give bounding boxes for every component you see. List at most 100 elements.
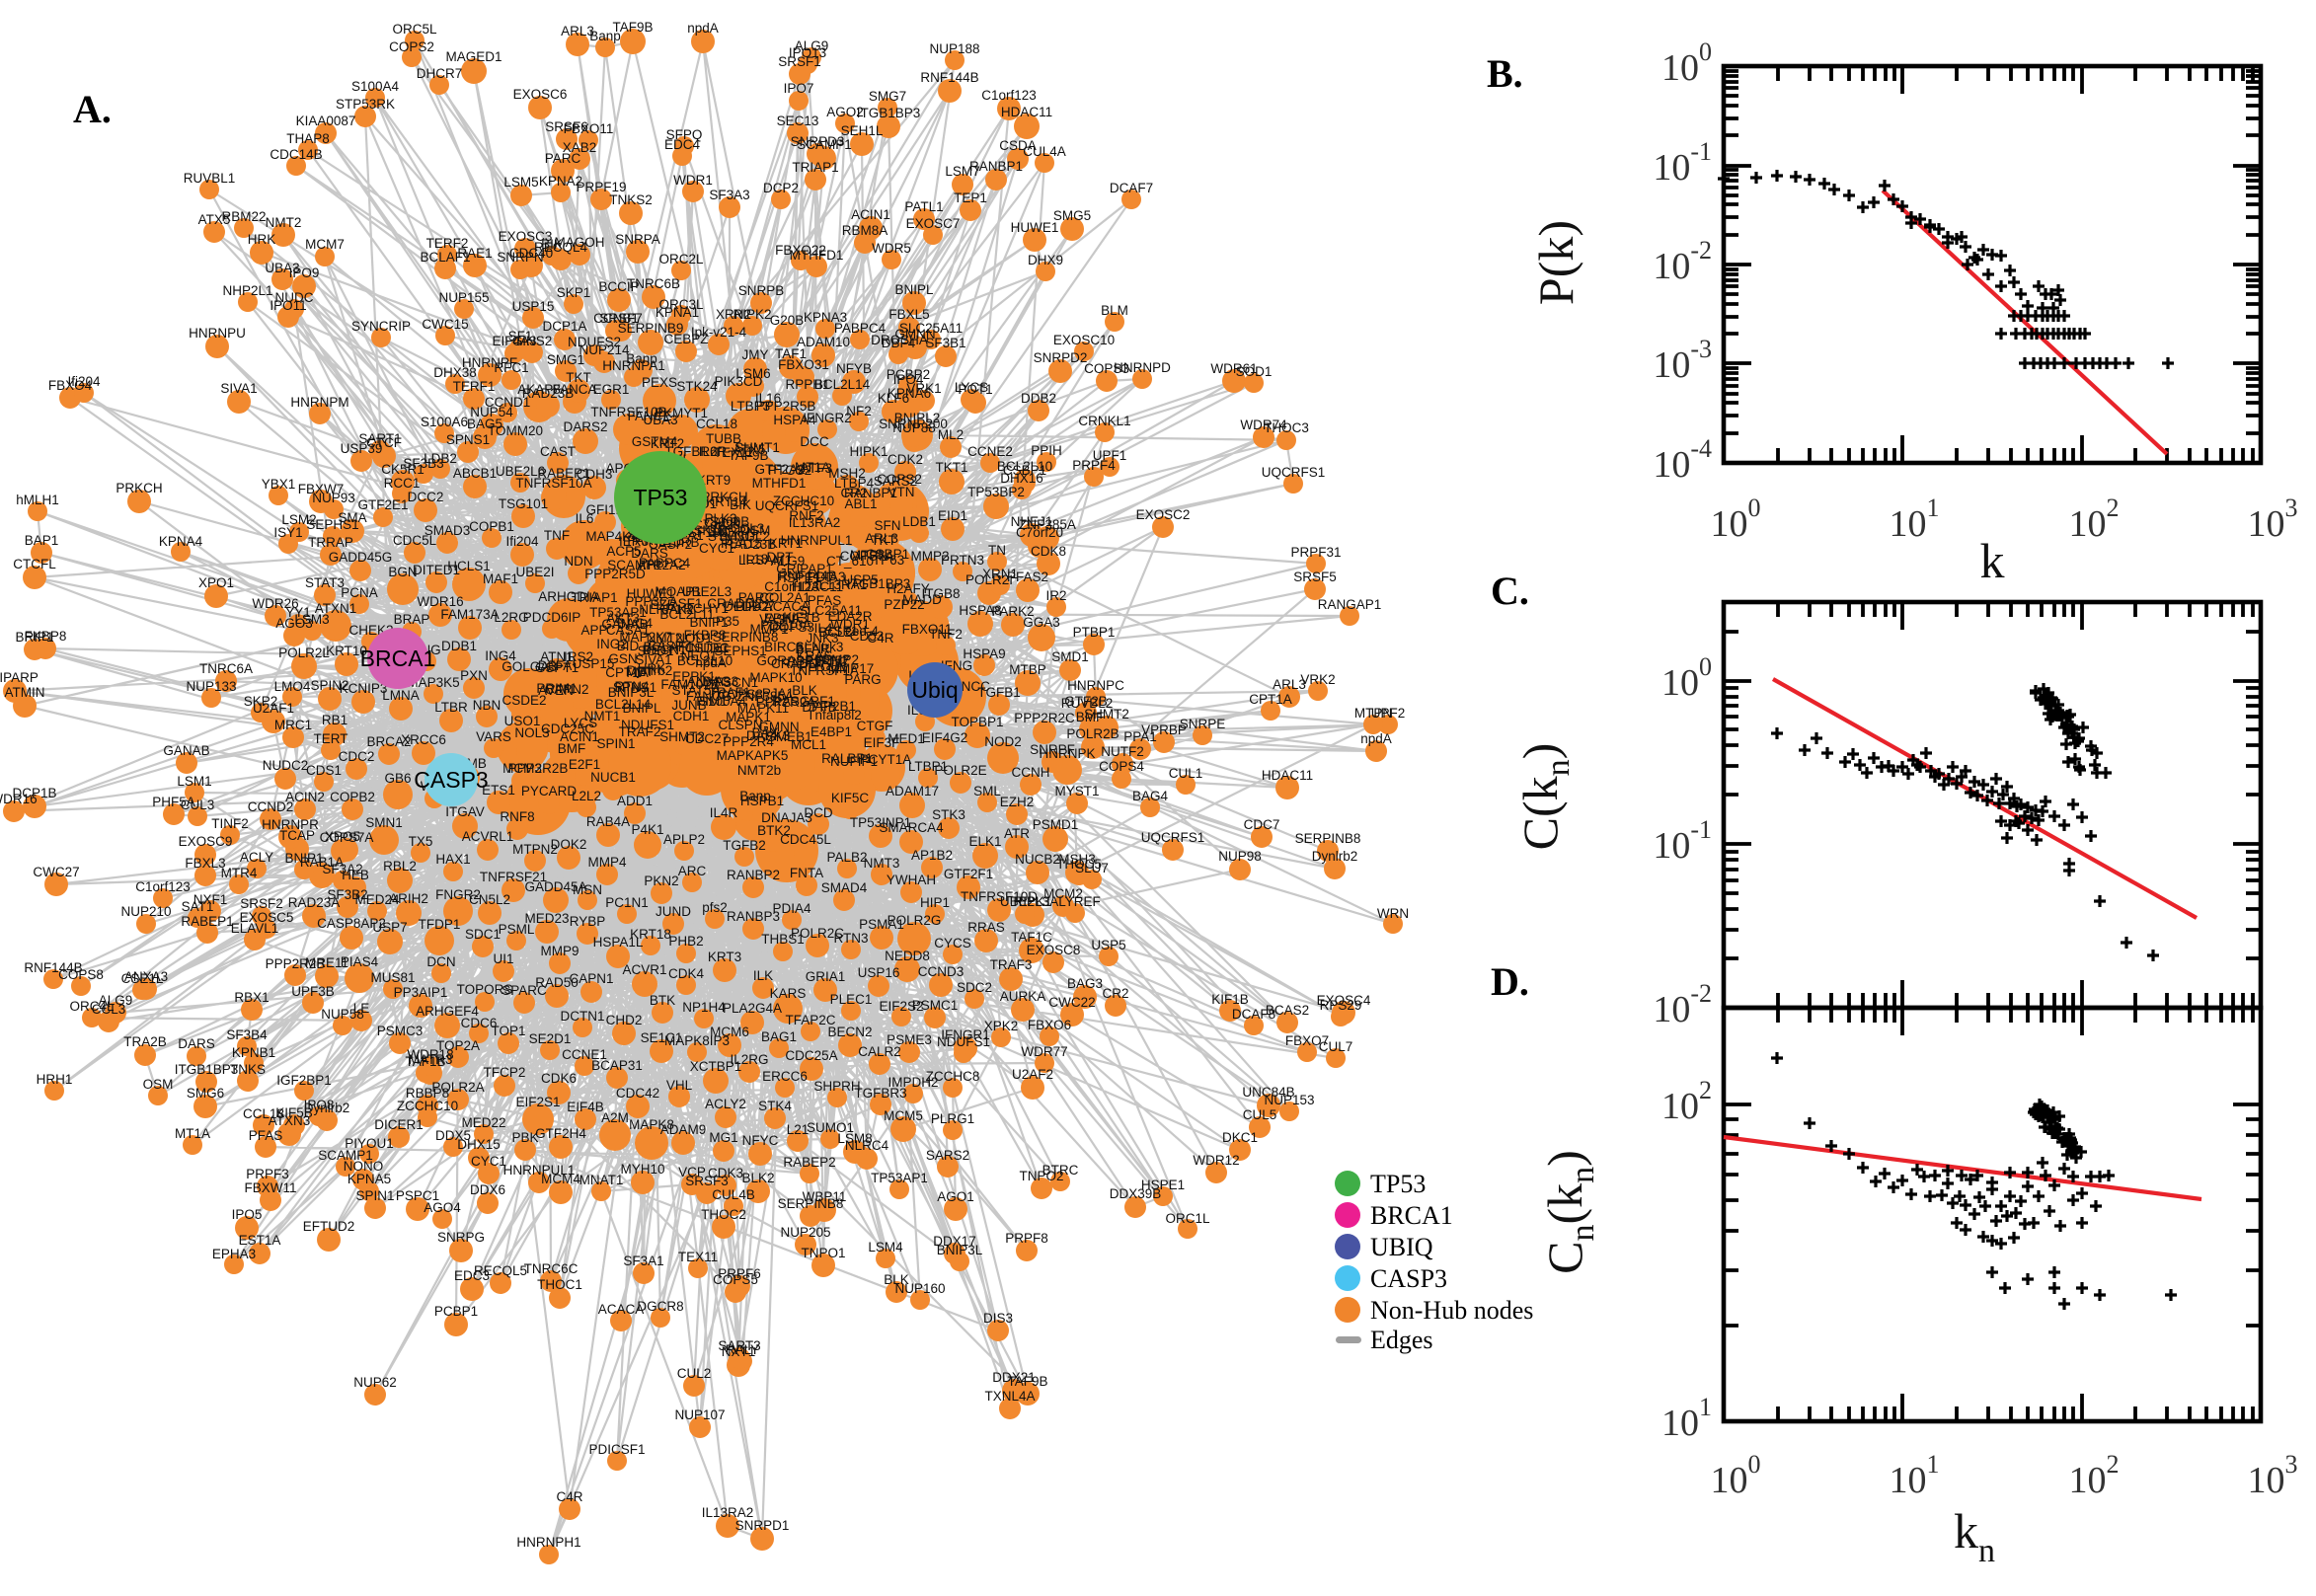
svg-text:KCNIP3: KCNIP3 [340, 681, 388, 696]
svg-text:PJA1: PJA1 [762, 686, 794, 701]
svg-text:ARL3: ARL3 [561, 24, 594, 38]
svg-text:ced-4: ced-4 [845, 624, 879, 639]
svg-text:BCL2: BCL2 [818, 625, 852, 640]
svg-text:NMT1: NMT1 [584, 709, 621, 723]
svg-text:DCD: DCD [804, 805, 832, 820]
svg-text:RCC1: RCC1 [384, 476, 421, 491]
svg-text:RTN3: RTN3 [833, 931, 868, 946]
svg-text:SCAMP1: SCAMP1 [607, 558, 662, 572]
svg-text:LSM4: LSM4 [868, 1240, 903, 1254]
svg-text:FAM173A: FAM173A [440, 607, 499, 622]
svg-text:UBE2I: UBE2I [515, 565, 554, 579]
svg-text:CWC22: CWC22 [1048, 995, 1095, 1010]
svg-text:NUP98: NUP98 [1218, 849, 1262, 864]
svg-text:DNAJA3: DNAJA3 [761, 810, 812, 825]
svg-text:Dynlrb2: Dynlrb2 [627, 663, 673, 678]
svg-text:SARS2: SARS2 [874, 474, 917, 489]
svg-text:PPA1: PPA1 [1123, 729, 1157, 744]
svg-text:FAM101B: FAM101B [660, 677, 719, 692]
svg-text:RECQL5: RECQL5 [474, 1263, 527, 1278]
svg-text:MAPK1: MAPK1 [726, 710, 771, 724]
svg-text:NUP153: NUP153 [1264, 1093, 1314, 1107]
svg-text:PPP2R4: PPP2R4 [723, 734, 774, 749]
svg-text:ARL3: ARL3 [865, 531, 898, 546]
svg-text:MCM2: MCM2 [1043, 886, 1083, 901]
svg-text:AGO3: AGO3 [275, 616, 313, 631]
svg-text:SNRPG: SNRPG [437, 1230, 485, 1245]
svg-text:BCL2L10: BCL2L10 [997, 459, 1052, 474]
svg-text:EGR1: EGR1 [593, 382, 630, 397]
svg-text:TRIAP1: TRIAP1 [792, 160, 838, 175]
svg-text:LTBP4: LTBP4 [834, 476, 875, 491]
svg-text:ADAM9: ADAM9 [660, 1122, 707, 1137]
svg-text:GTF2H4: GTF2H4 [535, 1126, 586, 1141]
svg-text:IPO8: IPO8 [304, 1098, 335, 1112]
svg-text:STAT5A: STAT5A [671, 683, 720, 698]
svg-text:SIVA1: SIVA1 [220, 381, 257, 396]
svg-text:ACACA: ACACA [598, 1302, 645, 1317]
svg-text:ATXN1: ATXN1 [315, 601, 357, 616]
svg-text:PARC: PARC [738, 590, 775, 605]
svg-text:RAD23A: RAD23A [288, 895, 341, 910]
svg-text:SAT1: SAT1 [182, 899, 214, 914]
svg-text:SPIN2: SPIN2 [310, 678, 348, 693]
svg-text:ARC: ARC [678, 864, 707, 878]
svg-text:ITGB8: ITGB8 [921, 586, 960, 601]
svg-text:HUWE1: HUWE1 [627, 586, 675, 601]
svg-text:IPO5: IPO5 [232, 1207, 263, 1222]
svg-text:SE1C1: SE1C1 [641, 1030, 683, 1045]
svg-text:HNRNPM: HNRNPM [290, 395, 348, 410]
svg-text:NEO1: NEO1 [681, 648, 718, 663]
svg-text:PPP2R2B: PPP2R2B [508, 761, 569, 776]
svg-text:NUDC2: NUDC2 [263, 758, 309, 773]
svg-text:GSPT1: GSPT1 [535, 660, 579, 675]
svg-text:AVEN: AVEN [538, 683, 574, 698]
svg-text:SLC25A11: SLC25A11 [799, 603, 862, 618]
svg-text:GFI1B: GFI1B [585, 502, 624, 517]
svg-text:CASP7: CASP7 [648, 639, 691, 653]
svg-text:AP1B2: AP1B2 [911, 848, 953, 863]
svg-text:ILK: ILK [753, 968, 773, 983]
svg-text:GB6: GB6 [384, 771, 411, 786]
svg-text:BCCIP: BCCIP [598, 279, 639, 294]
svg-text:IPO13: IPO13 [789, 45, 826, 60]
svg-text:BAG3: BAG3 [703, 674, 738, 689]
svg-text:MCM3: MCM3 [502, 761, 542, 776]
svg-text:VRK2: VRK2 [1300, 672, 1335, 687]
svg-text:RANGAP1: RANGAP1 [1318, 597, 1382, 612]
svg-text:MCM7: MCM7 [305, 237, 345, 252]
svg-text:SNRPE: SNRPE [1180, 717, 1226, 731]
svg-text:RB1: RB1 [322, 713, 347, 727]
svg-text:RUVBL2: RUVBL2 [1061, 696, 1114, 711]
svg-text:JAK2: JAK2 [662, 602, 694, 617]
svg-text:CSDE1: CSDE1 [684, 641, 729, 655]
svg-text:MYH10: MYH10 [620, 1162, 664, 1177]
svg-text:A2M: A2M [601, 1110, 629, 1125]
svg-text:CCND3: CCND3 [918, 964, 965, 979]
svg-text:ATX5: ATX5 [198, 212, 231, 227]
svg-text:ATP2A2: ATP2A2 [637, 558, 685, 572]
svg-text:ATX5: ATX5 [733, 442, 766, 457]
svg-text:CASP8AP2: CASP8AP2 [317, 916, 386, 931]
svg-text:HSPE1: HSPE1 [777, 570, 820, 585]
svg-text:NMT2b: NMT2b [737, 763, 781, 778]
svg-text:U2AF2: U2AF2 [1012, 1067, 1053, 1082]
svg-text:PPP2R5C: PPP2R5C [787, 654, 848, 669]
svg-text:TNRC6A: TNRC6A [199, 661, 253, 676]
svg-text:ITGB1BP3: ITGB1BP3 [175, 1062, 239, 1077]
svg-text:IPO4: IPO4 [893, 372, 924, 387]
svg-text:RFC1: RFC1 [494, 360, 528, 375]
svg-text:TOPBP1: TOPBP1 [951, 715, 1003, 729]
svg-text:MMP9: MMP9 [540, 944, 579, 958]
svg-text:XPO5: XPO5 [325, 829, 360, 844]
svg-text:L21: L21 [787, 1122, 810, 1137]
svg-text:FBXO22: FBXO22 [775, 243, 826, 258]
svg-text:GORASP1: GORASP1 [756, 653, 820, 668]
svg-text:DAPK3: DAPK3 [746, 728, 790, 743]
svg-text:JUND: JUND [656, 904, 691, 919]
svg-text:CR2: CR2 [840, 486, 867, 500]
svg-text:GADD45A: GADD45A [524, 879, 586, 894]
svg-text:BFAR: BFAR [795, 642, 830, 656]
svg-text:JUNB: JUNB [671, 698, 706, 713]
svg-text:BAX: BAX [751, 725, 778, 740]
